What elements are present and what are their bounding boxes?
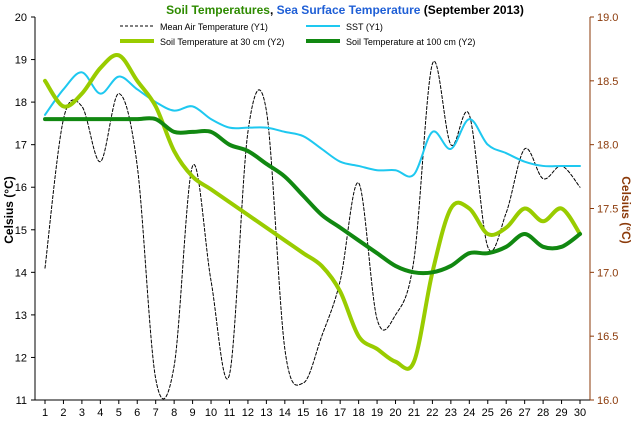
title-period: (September 2013) bbox=[420, 3, 523, 17]
legend-label-2: Soil Temperature at 30 cm (Y2) bbox=[160, 37, 284, 47]
x-tick-label: 6 bbox=[134, 407, 140, 419]
y2-tick-label: 18.0 bbox=[597, 140, 618, 152]
x-tick-label: 13 bbox=[260, 407, 272, 419]
y2-tick-label: 17.5 bbox=[597, 204, 618, 216]
y-axis-right-label: Celsius (°C) bbox=[619, 176, 633, 243]
x-tick-label: 7 bbox=[153, 407, 159, 419]
x-tick-label: 29 bbox=[555, 407, 567, 419]
y-tick-label: 13 bbox=[15, 310, 27, 322]
x-tick-label: 21 bbox=[408, 407, 420, 419]
x-tick-label: 27 bbox=[519, 407, 531, 419]
series-line-1 bbox=[44, 71, 581, 178]
x-tick-label: 11 bbox=[224, 407, 235, 419]
y-tick-label: 11 bbox=[16, 395, 27, 407]
x-tick-label: 10 bbox=[205, 407, 217, 419]
x-tick-label: 22 bbox=[426, 407, 438, 419]
legend-label-3: Soil Temperature at 100 cm (Y2) bbox=[346, 37, 475, 47]
legend-label-0: Mean Air Temperature (Y1) bbox=[160, 22, 268, 32]
x-tick-label: 26 bbox=[500, 407, 512, 419]
x-tick-label: 4 bbox=[97, 407, 103, 419]
series-line-0 bbox=[44, 60, 581, 400]
x-tick-label: 2 bbox=[60, 407, 66, 419]
x-tick-label: 16 bbox=[316, 407, 328, 419]
y2-tick-label: 16.5 bbox=[597, 331, 618, 343]
x-tick-label: 8 bbox=[171, 407, 177, 419]
title-sst: Sea Surface Temperature bbox=[277, 3, 421, 17]
x-tick-label: 28 bbox=[537, 407, 549, 419]
x-tick-label: 19 bbox=[371, 407, 383, 419]
x-tick-label: 17 bbox=[334, 407, 346, 419]
legend: Mean Air Temperature (Y1) SST (Y1) Soil Te… bbox=[120, 22, 475, 47]
y-tick-label: 16 bbox=[15, 182, 27, 194]
x-tick-label: 20 bbox=[389, 407, 401, 419]
x-tick-label: 14 bbox=[279, 407, 291, 419]
x-tick-label: 30 bbox=[574, 407, 586, 419]
x-tick-label: 3 bbox=[79, 407, 85, 419]
x-tick-label: 18 bbox=[352, 407, 364, 419]
y-axis-left: 11 12 13 14 15 16 17 18 19 20 bbox=[15, 12, 35, 407]
title-sep: , bbox=[270, 3, 277, 17]
x-tick-label: 9 bbox=[190, 407, 196, 419]
y-axis-right: 16.0 16.5 17.0 17.5 18.0 18.5 19.0 bbox=[590, 12, 618, 407]
y2-tick-label: 18.5 bbox=[597, 76, 618, 88]
y-axis-left-label: Celsius (°C) bbox=[2, 176, 16, 243]
title-soil: Soil Temperatures bbox=[166, 3, 270, 17]
x-tick-label: 15 bbox=[297, 407, 309, 419]
y-tick-label: 15 bbox=[15, 225, 27, 237]
y2-tick-label: 19.0 bbox=[597, 12, 618, 24]
series-layer bbox=[43, 52, 582, 400]
x-tick-label: 5 bbox=[116, 407, 122, 419]
x-tick-label: 12 bbox=[242, 407, 254, 419]
series-line-2 bbox=[43, 52, 582, 371]
legend-label-1: SST (Y1) bbox=[346, 22, 383, 32]
y-tick-label: 20 bbox=[15, 12, 27, 24]
series-line-3 bbox=[43, 116, 582, 276]
y-tick-label: 12 bbox=[15, 352, 27, 364]
y-tick-label: 19 bbox=[15, 55, 27, 67]
x-tick-label: 1 bbox=[42, 407, 48, 419]
y-tick-label: 18 bbox=[15, 97, 27, 109]
y-tick-label: 17 bbox=[15, 140, 27, 152]
y2-tick-label: 17.0 bbox=[597, 267, 618, 279]
y-tick-label: 14 bbox=[15, 267, 27, 279]
y2-tick-label: 16.0 bbox=[597, 395, 618, 407]
chart-title: Soil Temperatures, Sea Surface Temperatu… bbox=[166, 3, 524, 17]
x-axis: 1 2 3 4 5 6 7 8 9 10 11 12 13 14 15 16 17 18 19 20 21 22 23 24 2… bbox=[42, 400, 586, 419]
x-tick-label: 24 bbox=[463, 407, 475, 419]
x-tick-label: 23 bbox=[445, 407, 457, 419]
x-tick-label: 25 bbox=[482, 407, 494, 419]
